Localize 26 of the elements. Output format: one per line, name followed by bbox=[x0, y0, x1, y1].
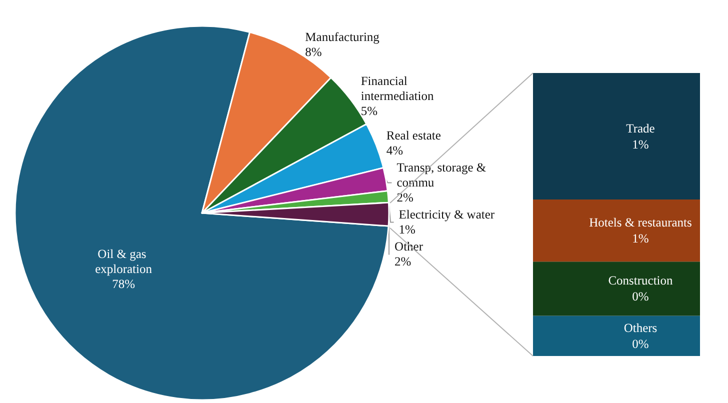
bar bbox=[533, 262, 700, 316]
series-label: Others bbox=[624, 320, 658, 335]
data-label: 5% bbox=[360, 104, 378, 118]
data-label: 1% bbox=[398, 222, 416, 237]
bar bbox=[533, 316, 700, 356]
data-label: 2% bbox=[394, 254, 412, 269]
data-label: 78% bbox=[112, 277, 135, 292]
data-label: 1% bbox=[632, 137, 649, 152]
series-label: Construction bbox=[608, 274, 674, 288]
data-label: 2% bbox=[396, 190, 414, 205]
series-label: Trade bbox=[626, 121, 656, 136]
data-label: 4% bbox=[386, 144, 404, 158]
slice-label: Oil & gas exploration bbox=[95, 247, 153, 276]
series-label: Hotels & restaurants bbox=[589, 216, 692, 230]
slice-label: Real estate bbox=[386, 128, 442, 143]
slice-label: Other bbox=[394, 240, 424, 254]
slice-label: Financial intermediation bbox=[360, 74, 434, 103]
data-label: 8% bbox=[305, 45, 322, 60]
data-label: 0% bbox=[632, 336, 649, 351]
slice-label: Manufacturing bbox=[305, 30, 380, 44]
bar bbox=[533, 73, 700, 200]
data-label: 1% bbox=[632, 232, 649, 246]
slice-label: Transp, storage & commu bbox=[396, 160, 490, 190]
data-label: 0% bbox=[632, 290, 649, 304]
slice-label: Electricity & water bbox=[398, 208, 496, 222]
bar bbox=[533, 200, 700, 262]
